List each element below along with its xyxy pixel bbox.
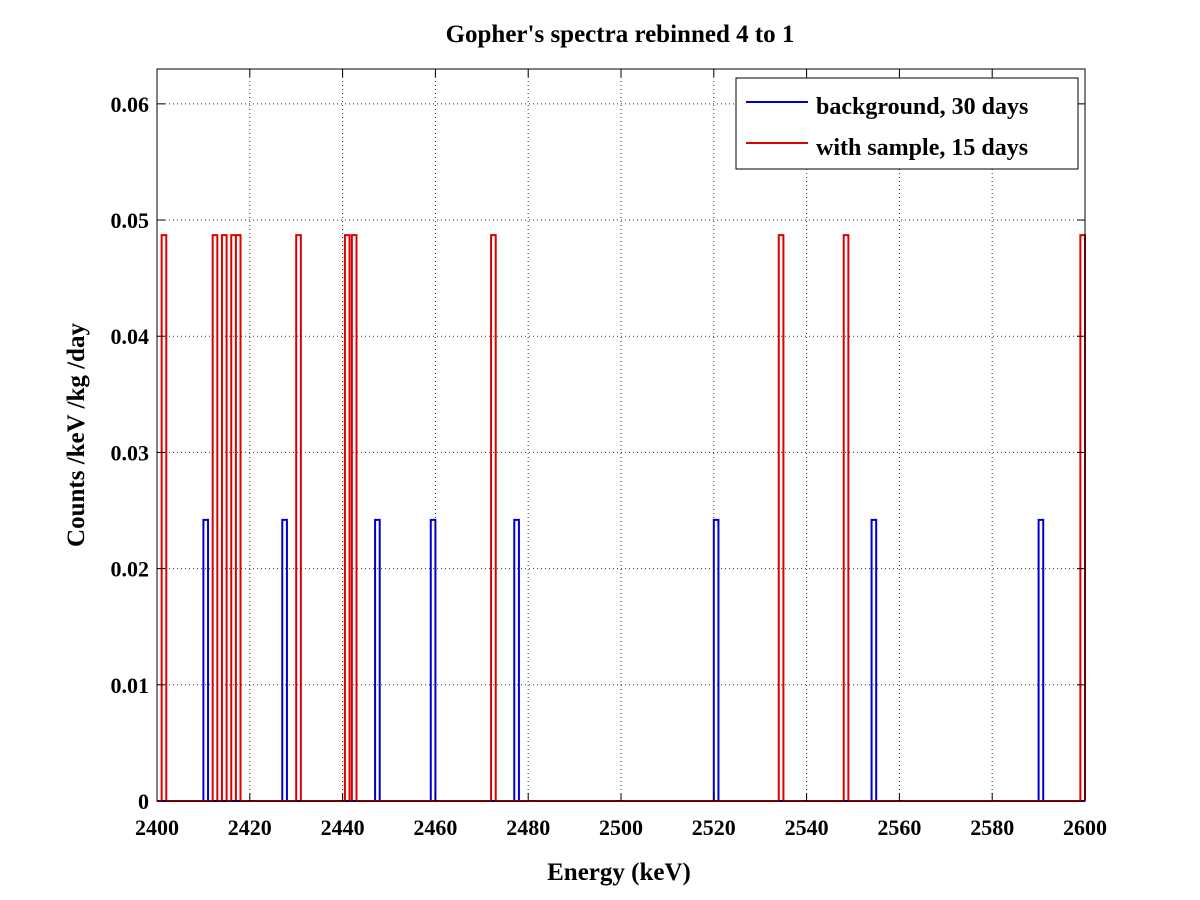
x-tick-label: 2440: [321, 815, 365, 840]
legend-box: [735, 77, 1079, 170]
x-axis-title: Energy (keV): [547, 859, 691, 886]
y-tick-labels: 0 0.01 0.02 0.03 0.04 0.05 0.06: [111, 92, 150, 814]
x-tick-label: 2420: [228, 815, 272, 840]
y-tick-label: 0.06: [111, 92, 150, 117]
x-tick-label: 2580: [970, 815, 1014, 840]
y-tick-label: 0.02: [111, 557, 150, 582]
grid-lines: [157, 69, 1085, 801]
x-tick-label: 2400: [135, 815, 179, 840]
y-tick-label: 0.05: [111, 208, 150, 233]
tick-marks: [156, 69, 1086, 802]
x-tick-label: 2540: [785, 815, 829, 840]
x-tick-label: 2560: [877, 815, 921, 840]
plot-area: [157, 69, 1085, 801]
x-tick-label: 2600: [1063, 815, 1107, 840]
legend: background, 30 days with sample, 15 days: [735, 77, 1079, 170]
y-tick-label: 0.01: [111, 673, 150, 698]
y-tick-label: 0.03: [111, 440, 150, 465]
x-tick-label: 2500: [599, 815, 643, 840]
legend-label-with-sample: with sample, 15 days: [816, 135, 1028, 161]
y-tick-label: 0: [138, 789, 149, 814]
x-tick-label: 2460: [413, 815, 457, 840]
chart-title: Gopher's spectra rebinned 4 to 1: [446, 21, 795, 48]
y-axis-title: Counts /keV /kg /day: [63, 323, 90, 547]
x-tick-labels: 2400 2420 2440 2460 2480 2500 2520 2540 2560 2580…: [135, 815, 1107, 840]
x-tick-label: 2520: [692, 815, 736, 840]
legend-label-background: background, 30 days: [816, 94, 1028, 120]
y-tick-label: 0.04: [111, 324, 150, 349]
x-tick-label: 2480: [506, 815, 550, 840]
